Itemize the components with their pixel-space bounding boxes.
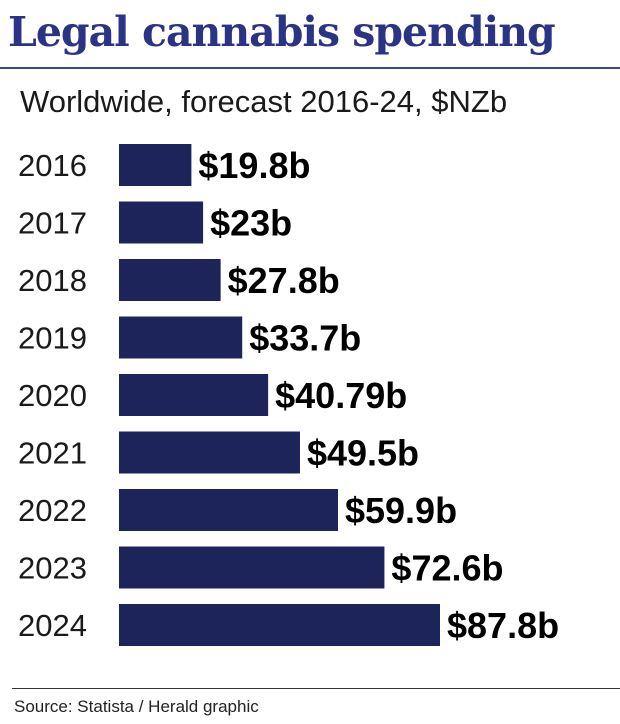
bar xyxy=(119,374,269,416)
value-label: $49.5b xyxy=(307,433,419,474)
value-label: $19.8b xyxy=(198,145,310,186)
category-label: 2021 xyxy=(18,436,87,471)
bar xyxy=(119,144,192,186)
chart-subtitle: Worldwide, forecast 2016-24, $NZb xyxy=(20,84,508,119)
footer-divider xyxy=(12,688,620,689)
value-label: $23b xyxy=(210,203,292,244)
bar xyxy=(119,431,300,474)
category-label: 2017 xyxy=(18,206,87,241)
category-label: 2018 xyxy=(18,263,87,298)
category-label: 2023 xyxy=(18,551,87,586)
value-label: $33.7b xyxy=(249,318,361,359)
source-note: Source: Statista / Herald graphic xyxy=(14,697,259,716)
value-label: $40.79b xyxy=(275,375,407,416)
bar xyxy=(119,316,243,359)
value-label: $87.8b xyxy=(447,605,559,646)
value-label: $59.9b xyxy=(345,490,457,531)
category-label: 2024 xyxy=(18,608,87,643)
value-label: $72.6b xyxy=(391,548,503,589)
category-label: 2016 xyxy=(18,148,87,183)
bar xyxy=(119,546,385,589)
title-divider xyxy=(0,67,620,69)
chart-title: Legal cannabis spending xyxy=(8,8,556,56)
category-label: 2020 xyxy=(18,378,87,413)
bar xyxy=(119,259,221,301)
category-label: 2019 xyxy=(18,321,87,356)
bar xyxy=(119,201,204,244)
category-label: 2022 xyxy=(18,493,87,528)
bar-chart: 2016 $19.8b 2017 $23b 2018 $27.8b 2019 $33.7b 20… xyxy=(18,144,559,646)
bar xyxy=(119,489,338,531)
value-label: $27.8b xyxy=(228,260,340,301)
bar xyxy=(119,604,440,646)
